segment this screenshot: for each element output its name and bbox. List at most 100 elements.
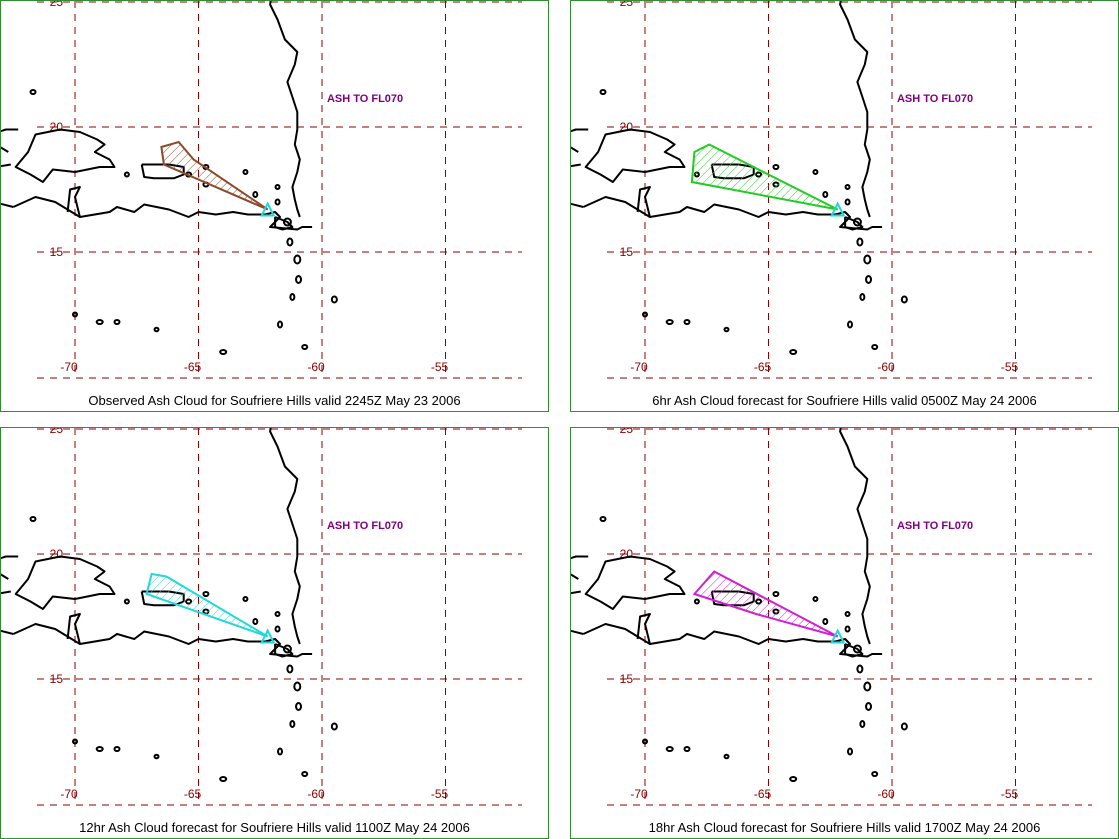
lon-tick-label: -70 [630,360,648,374]
haiti-west-coast [571,555,589,580]
lat-tick-label: 25 [50,427,64,436]
lon-tick-label: -65 [754,360,772,374]
island-margarita [789,776,798,782]
ash-cloud-polygon [145,572,269,638]
island-mona [693,598,700,605]
island-barbados [330,722,338,731]
haiti-west-coast [571,128,589,153]
island-caicos [599,89,607,95]
island-guadeloupe [282,217,292,227]
hispaniola-coast [584,128,686,183]
island-tobago [301,344,309,350]
island-curacao [665,746,674,752]
ash-cloud-polygon [160,140,269,211]
island-antigua [274,625,281,633]
ash-panel-observed: -70 -65 -60 -55 25 20 15 ASH TO FL070 Observed … [0,0,549,412]
lat-tick-label: 25 [620,427,634,436]
volcano-triangle-icon [830,201,846,217]
ash-level-label: ASH TO FL070 [327,93,403,105]
island-st-lucia [295,702,303,711]
island-st-vincent [289,293,296,301]
trinidad-coast [274,643,294,658]
lon-tick-label: -65 [184,360,202,374]
lon-tick-label: -55 [1001,360,1019,374]
island-dominica [286,664,294,674]
lat-tick-label: 15 [620,672,634,686]
island-st-vincent [859,720,866,728]
island-guadeloupe [852,217,862,227]
lon-tick-label: -60 [877,360,895,374]
island-dominica [856,664,864,674]
panel-caption: 6hr Ash Cloud forecast for Soufriere Hil… [652,393,1037,408]
island-bonaire [683,319,691,325]
island-grenada [277,320,284,329]
island-caicos [29,89,37,95]
island-los-roques [723,753,730,760]
island-bonaire [683,746,691,752]
antilles-chain [269,1,301,218]
paraguana-coast [636,186,651,218]
panel-caption: 12hr Ash Cloud forecast for Soufriere Hi… [79,820,470,835]
volcano-triangle-icon [260,201,276,217]
venezuela-coast [582,623,883,658]
island-los-roques [153,326,160,333]
island-barbuda [274,184,281,190]
volcano-triangle-icon [830,628,846,644]
island-st-lucia [865,702,873,711]
island-aruba [642,738,648,745]
lat-tick-label: 25 [620,0,634,9]
island-st-vincent [859,293,866,301]
trinidad-coast [844,643,864,658]
island-virgin-islands [202,591,210,597]
island-grenada [847,320,854,329]
ash-panel-6hr: -70 -65 -60 -55 25 20 15 ASH TO FL070 6hr Ash C… [570,0,1119,412]
island-mona [123,598,130,605]
lon-tick-label: -55 [1001,787,1019,801]
island-martinique [293,681,302,692]
lon-tick-label: -65 [184,787,202,801]
panel-caption: 18hr Ash Cloud forecast for Soufriere Hi… [648,820,1041,835]
hispaniola-coast [584,555,686,610]
venezuela-coast [582,196,883,231]
guajira-coast [571,202,584,208]
trinidad-coast [274,216,294,231]
island-st-vincent [289,720,296,728]
island-margarita [789,349,798,355]
island-curacao [95,319,104,325]
island-margarita [219,776,228,782]
ash-panel-18hr: -70 -65 -60 -55 25 20 15 ASH TO FL070 18hr Ash … [570,427,1119,839]
island-anguilla [812,169,819,175]
lon-tick-label: -60 [307,360,325,374]
island-aruba [642,311,648,318]
island-martinique [293,254,302,265]
island-mona [123,171,130,178]
island-st-kitts [252,191,259,198]
haiti-south-coast [1,590,11,595]
ash-level-label: ASH TO FL070 [327,520,403,532]
island-aruba [72,311,78,318]
island-tobago [871,771,879,777]
island-barbuda [844,611,851,617]
lat-tick-label: 15 [620,245,634,259]
lat-tick-label: 25 [50,0,64,9]
lon-tick-label: -70 [60,360,78,374]
island-anguilla [812,596,819,602]
antilles-chain [839,1,871,218]
island-barbuda [844,184,851,190]
lon-tick-label: -55 [431,787,449,801]
island-barbuda [274,611,281,617]
lon-tick-label: -55 [431,360,449,374]
volcano-triangle-icon [260,628,276,644]
island-curacao [95,746,104,752]
paraguana-coast [636,613,651,645]
island-bonaire [113,746,121,752]
island-caicos [29,516,37,522]
island-caicos [599,516,607,522]
island-virgin-islands [772,164,780,170]
island-virgin-islands [772,591,780,597]
island-st-lucia [295,275,303,284]
